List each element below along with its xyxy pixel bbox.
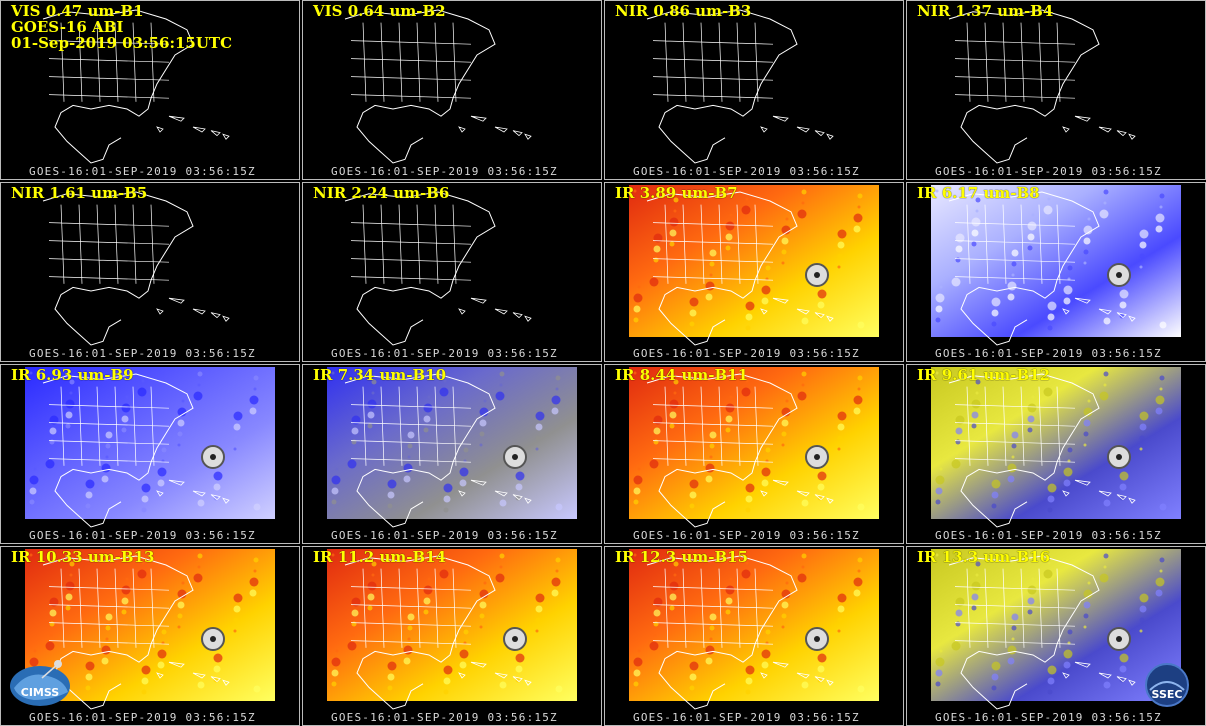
band-label: IR 8.44 um-B11 [615,366,749,384]
band-panel: NIR 1.61 um-B5 GOES-16:01-SEP-2019 03:56:… [0,182,300,362]
timestamp-label: GOES-16:01-SEP-2019 03:56:15Z [935,165,1162,178]
satellite-image [931,549,1181,710]
band-label: IR 13.3 um-B16 [917,548,1051,566]
band-label: NIR 0.86 um-B3 [615,2,752,20]
band-label: IR 12.3 um-B15 [615,548,749,566]
timestamp-label: GOES-16:01-SEP-2019 03:56:15Z [935,347,1162,360]
timestamp-label: GOES-16:01-SEP-2019 03:56:15Z [331,711,558,724]
timestamp-label: GOES-16:01-SEP-2019 03:56:15Z [331,529,558,542]
band-label: IR 6.17 um-B8 [917,184,1040,202]
satellite-image [629,367,879,528]
timestamp-label: GOES-16:01-SEP-2019 03:56:15Z [633,529,860,542]
band-panel: VIS 0.47 um-B1 GOES-16 ABI 01-Sep-2019 03:… [0,0,300,180]
band-label: NIR 1.61 um-B5 [11,184,148,202]
band-label: IR 7.34 um-B10 [313,366,447,384]
timestamp-label: GOES-16:01-SEP-2019 03:56:15Z [935,711,1162,724]
timestamp-label: GOES-16:01-SEP-2019 03:56:15Z [29,711,256,724]
band-label: IR 3.89 um-B7 [615,184,738,202]
timestamp-label: GOES-16:01-SEP-2019 03:56:15Z [331,347,558,360]
satellite-image [327,367,577,528]
band-panel: IR 8.44 um-B11 GOES-16:01-SEP-2019 03:56:… [604,364,904,544]
band-label: VIS 0.47 um-B1 [11,2,144,20]
satellite-image [327,549,577,710]
band-panel: IR 6.17 um-B8 GOES-16:01-SEP-2019 03:56:1… [906,182,1206,362]
timestamp-label: GOES-16:01-SEP-2019 03:56:15Z [935,529,1162,542]
satellite-image [42,9,230,164]
satellite-image [344,9,532,164]
band-panel: NIR 1.37 um-B4 GOES-16:01-SEP-2019 03:56:… [906,0,1206,180]
band-panel: IR 9.61 um-B12 GOES-16:01-SEP-2019 03:56:… [906,364,1206,544]
band-panel: IR 6.93 um-B9 GOES-16:01-SEP-2019 03:56:1… [0,364,300,544]
band-panel: IR 11.2 um-B14 GOES-16:01-SEP-2019 03:56:… [302,546,602,726]
timestamp-label: GOES-16:01-SEP-2019 03:56:15Z [633,347,860,360]
band-panel: VIS 0.64 um-B2 GOES-16:01-SEP-2019 03:56:… [302,0,602,180]
ssec-logo-text: SSEC [1152,688,1183,701]
satellite-image [344,191,532,346]
band-label: IR 9.61 um-B12 [917,366,1051,384]
satellite-image [646,9,834,164]
band-label: IR 10.33 um-B13 [11,548,155,566]
satellite-image [42,191,230,346]
satellite-image [629,549,879,710]
cimss-logo: CIMSS [8,656,72,708]
cimss-logo-text: CIMSS [21,686,60,699]
satellite-image [931,367,1181,528]
satellite-image [629,185,879,346]
timestamp-label: GOES-16:01-SEP-2019 03:56:15Z [29,529,256,542]
timestamp-label: GOES-16:01-SEP-2019 03:56:15Z [633,711,860,724]
satellite-image [25,367,275,528]
satellite-image [25,549,275,710]
band-label: IR 11.2 um-B14 [313,548,447,566]
satellite-image [931,185,1181,346]
band-label: NIR 2.24 um-B6 [313,184,450,202]
timestamp-label: GOES-16:01-SEP-2019 03:56:15Z [633,165,860,178]
timestamp-label: GOES-16:01-SEP-2019 03:56:15Z [29,347,256,360]
ssec-logo: SSEC [1140,662,1194,708]
timestamp-label: GOES-16:01-SEP-2019 03:56:15Z [331,165,558,178]
band-label: VIS 0.64 um-B2 [313,2,446,20]
band-panel: NIR 2.24 um-B6 GOES-16:01-SEP-2019 03:56:… [302,182,602,362]
instrument-label: GOES-16 ABI [11,18,124,36]
band-label: NIR 1.37 um-B4 [917,2,1054,20]
band-panel: IR 3.89 um-B7 GOES-16:01-SEP-2019 03:56:1… [604,182,904,362]
band-panel: IR 12.3 um-B15 GOES-16:01-SEP-2019 03:56:… [604,546,904,726]
band-panel: IR 7.34 um-B10 GOES-16:01-SEP-2019 03:56:… [302,364,602,544]
band-label: IR 6.93 um-B9 [11,366,134,384]
satellite-image [948,9,1136,164]
datetime-label: 01-Sep-2019 03:56:15UTC [11,34,233,52]
band-panel: NIR 0.86 um-B3 GOES-16:01-SEP-2019 03:56:… [604,0,904,180]
timestamp-label: GOES-16:01-SEP-2019 03:56:15Z [29,165,256,178]
